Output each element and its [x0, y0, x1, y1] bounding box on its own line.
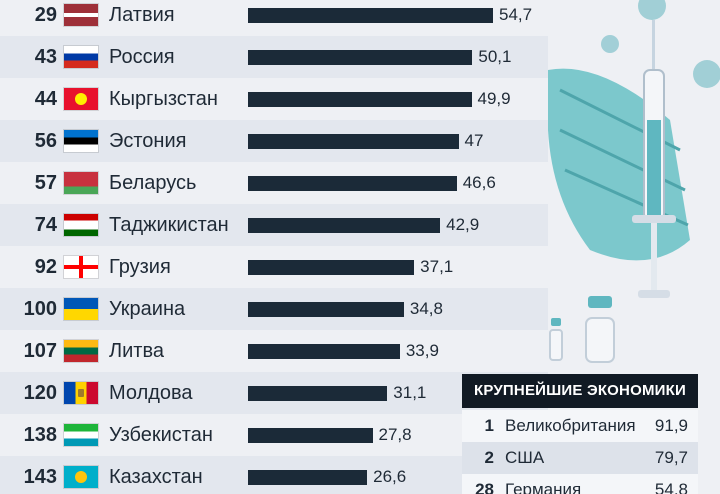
rank-number: 56 [34, 130, 57, 152]
rank-number: 44 [34, 88, 57, 110]
rank-number: 29 [34, 4, 57, 26]
country-name: Литва [109, 340, 164, 362]
value-label: 37,1 [420, 257, 454, 276]
value-bar [248, 50, 473, 65]
country-name: Эстония [109, 130, 187, 152]
value-bar [248, 260, 415, 275]
rank-number: 107 [23, 340, 57, 362]
value-bar [248, 134, 459, 149]
value-bar [248, 386, 388, 401]
country-name: Грузия [109, 256, 171, 278]
value-label: 31,1 [393, 383, 427, 402]
country-name: Латвия [109, 4, 175, 26]
value-bar [248, 344, 400, 359]
rank-number: 120 [23, 382, 57, 404]
rank-number: 143 [23, 466, 57, 488]
value-label: 46,6 [462, 173, 496, 192]
value-label: 26,6 [373, 467, 407, 486]
table-row: 2 США 79,7 [462, 442, 698, 474]
country-name: Беларусь [109, 172, 197, 194]
table-row: 28 Германия 54,8 [462, 474, 698, 494]
country-name: Казахстан [109, 466, 203, 488]
largest-economies-table: КРУПНЕЙШИЕ ЭКОНОМИКИ 1 Великобритания 91,9… [462, 374, 698, 494]
virus-icon [601, 0, 720, 88]
rank-number: 100 [23, 298, 57, 320]
rank-number: 57 [34, 172, 57, 194]
rank-number: 74 [34, 214, 57, 236]
table-value: 54,8 [654, 480, 688, 494]
value-label: 49,9 [477, 89, 511, 108]
value-bar [248, 470, 368, 485]
table-row: 1 Великобритания 91,9 [462, 410, 698, 442]
table-country: Германия [505, 480, 582, 494]
value-bar [248, 218, 441, 233]
flag-icon [64, 424, 98, 446]
table-value: 79,7 [654, 448, 688, 467]
flag-icon [64, 340, 98, 362]
syringe-icon [632, 20, 676, 298]
rank-number: 92 [34, 256, 57, 278]
country-name: Узбекистан [109, 424, 213, 446]
flag-icon [64, 172, 98, 194]
value-label: 27,8 [378, 425, 412, 444]
value-label: 34,8 [409, 299, 443, 318]
value-bar [248, 428, 373, 443]
flag-icon [64, 130, 98, 152]
flag-icon [64, 298, 98, 320]
value-bar [248, 8, 493, 23]
country-name: Кыргызстан [109, 88, 218, 110]
flag-icon [64, 214, 98, 236]
value-bar [248, 176, 457, 191]
flag-icon [64, 4, 98, 26]
table-rank: 2 [484, 448, 494, 467]
value-label: 33,9 [405, 341, 439, 360]
value-label: 42,9 [446, 215, 480, 234]
vial-icon [549, 296, 615, 363]
country-name: Молдова [109, 382, 193, 404]
flag-icon [64, 382, 98, 404]
flag-icon [64, 46, 98, 68]
value-label: 54,7 [499, 5, 533, 24]
country-name: Таджикистан [109, 214, 229, 236]
face-mask-icon [548, 68, 690, 261]
country-name: Украина [109, 298, 186, 320]
table-title: КРУПНЕЙШИЕ ЭКОНОМИКИ [462, 374, 698, 408]
rank-number: 43 [34, 46, 57, 68]
flag-icon [64, 466, 98, 488]
value-label: 50,1 [478, 47, 512, 66]
rank-number: 138 [23, 424, 57, 446]
table-country: Великобритания [505, 416, 636, 435]
table-value: 91,9 [654, 416, 688, 435]
table-rank: 28 [475, 480, 494, 494]
table-country: США [505, 448, 545, 467]
value-label: 47 [464, 131, 484, 150]
value-bar [248, 92, 472, 107]
country-name: Россия [109, 46, 175, 68]
flag-icon [64, 88, 98, 110]
value-bar [248, 302, 404, 317]
table-rank: 1 [484, 416, 494, 435]
flag-icon [64, 256, 98, 278]
